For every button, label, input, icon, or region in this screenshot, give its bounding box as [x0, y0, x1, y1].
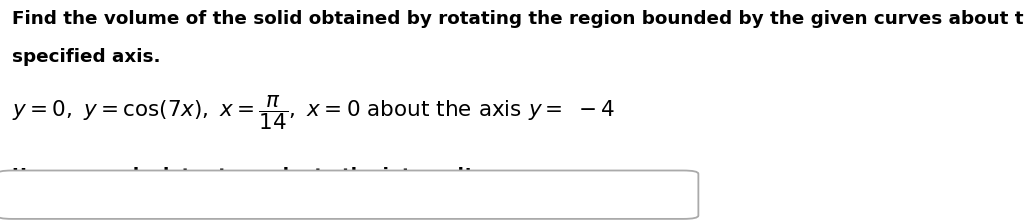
Text: Use your calculator to evaluate the integral!: Use your calculator to evaluate the inte… — [12, 167, 473, 185]
Text: $y = 0,\ y = \cos(7x),\ x = \dfrac{\pi}{14},$$\ x = 0\ \mathrm{about\ the\ axis}: $y = 0,\ y = \cos(7x),\ x = \dfrac{\pi}{… — [12, 94, 615, 132]
Text: specified axis.: specified axis. — [12, 48, 161, 66]
FancyBboxPatch shape — [0, 170, 698, 219]
Text: Find the volume of the solid obtained by rotating the region bounded by the give: Find the volume of the solid obtained by… — [12, 10, 1024, 28]
